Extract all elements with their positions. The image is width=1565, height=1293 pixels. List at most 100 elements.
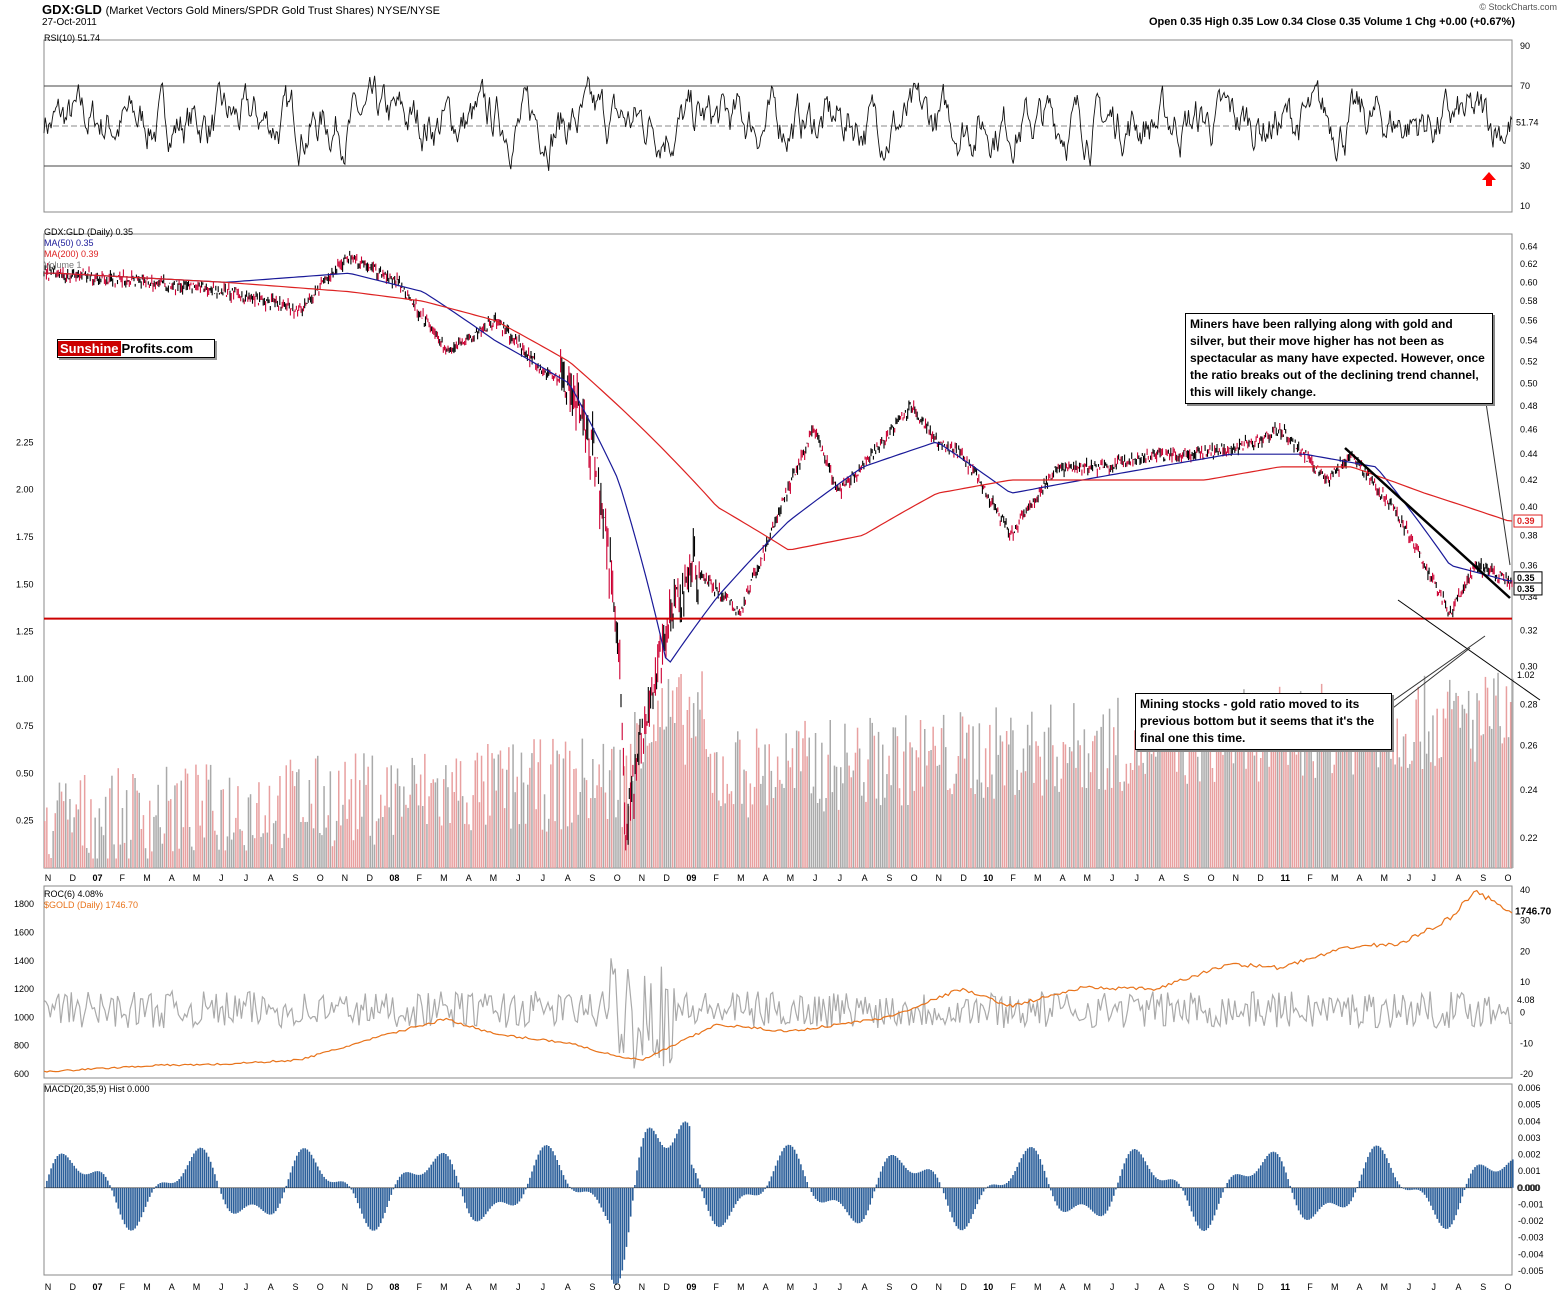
volume-bar	[1400, 766, 1403, 868]
macd-bar	[138, 1187, 141, 1222]
volume-bar	[915, 750, 918, 868]
volume-bar	[1222, 754, 1224, 868]
x-axis-label: D	[663, 873, 670, 883]
volume-bar	[1411, 760, 1413, 868]
macd-bar	[1415, 1187, 1417, 1190]
macd-bar	[917, 1172, 920, 1188]
macd-bar	[350, 1187, 353, 1190]
volume-bar	[779, 779, 781, 868]
volume-bar	[1138, 765, 1140, 868]
volume-bar	[348, 799, 350, 868]
macd-bar	[163, 1182, 166, 1188]
macd-bar	[1163, 1180, 1165, 1188]
volume-bar	[1369, 714, 1371, 868]
volume-bar	[440, 825, 443, 868]
volume-bar	[476, 752, 479, 868]
volume-bar	[558, 754, 560, 868]
volume-bar	[331, 846, 334, 868]
x-axis-label: M	[1084, 873, 1092, 883]
volume-bar	[50, 858, 52, 868]
macd-bar	[625, 1187, 628, 1247]
volume-bar	[659, 727, 661, 868]
volume-bar	[449, 823, 451, 868]
macd-bar	[1470, 1173, 1472, 1188]
volume-bar	[306, 821, 308, 868]
volume-bar	[377, 818, 380, 868]
macd-bar	[1375, 1145, 1378, 1188]
macd-bar	[516, 1187, 519, 1204]
volume-bar	[424, 753, 426, 868]
macd-bar	[1050, 1187, 1052, 1191]
macd-bar	[879, 1171, 882, 1188]
volume-bar	[583, 777, 586, 868]
volume-bar	[926, 765, 928, 868]
gold-tick-label: 600	[14, 1069, 29, 1079]
volume-bar	[793, 788, 796, 868]
volume-bar	[1005, 731, 1008, 868]
x-axis-label: A	[1159, 873, 1165, 883]
macd-bar	[275, 1187, 277, 1212]
volume-bar	[732, 804, 735, 868]
volume-bar	[478, 802, 481, 868]
volume-bar	[1495, 695, 1497, 868]
macd-bar	[1465, 1183, 1468, 1188]
macd-bar	[827, 1187, 829, 1202]
volume-bar	[319, 833, 321, 868]
volume-bar	[1493, 678, 1495, 868]
macd-bar	[1446, 1187, 1449, 1229]
macd-bar	[644, 1132, 647, 1188]
macd-bar	[392, 1187, 395, 1190]
volume-bar	[980, 782, 983, 868]
volume-bar	[1398, 757, 1401, 868]
macd-bar	[1356, 1187, 1359, 1188]
volume-bar	[1421, 769, 1424, 868]
macd-bar	[854, 1187, 857, 1223]
volume-bar	[1178, 700, 1180, 868]
macd-bar	[1192, 1187, 1195, 1217]
macd-bar	[1026, 1148, 1029, 1188]
volume-bar	[1197, 756, 1199, 868]
volume-bar	[1213, 781, 1216, 868]
macd-bar	[1409, 1187, 1411, 1191]
macd-bar	[1449, 1187, 1451, 1228]
macd-bar	[560, 1170, 563, 1188]
volume-bar	[720, 806, 722, 868]
macd-bar	[306, 1149, 309, 1188]
volume-bar	[642, 762, 644, 868]
macd-bar	[900, 1162, 903, 1188]
macd-bar	[806, 1182, 808, 1188]
volume-bar	[445, 765, 447, 868]
x-axis-label: M	[490, 873, 498, 883]
volume-bar	[1092, 741, 1094, 868]
macd-bar	[165, 1182, 168, 1188]
macd-bar	[222, 1187, 225, 1200]
macd-bar	[264, 1187, 267, 1213]
volume-bar	[1360, 712, 1363, 868]
macd-bar	[720, 1187, 722, 1227]
volume-bar	[608, 770, 611, 868]
macd-bar	[707, 1187, 710, 1211]
volume-bar	[919, 720, 922, 868]
macd-bar	[989, 1185, 991, 1188]
macd-bar	[512, 1187, 514, 1206]
volume-bar	[648, 743, 651, 868]
x-axis-label: M	[143, 1282, 151, 1292]
macd-bar	[749, 1187, 752, 1195]
volume-bar	[1041, 795, 1044, 868]
volume-bar	[1182, 738, 1184, 868]
macd-bar	[690, 1164, 693, 1188]
macd-bar	[1404, 1187, 1407, 1190]
macd-bar	[1402, 1187, 1405, 1189]
volume-bar	[432, 779, 434, 868]
macd-bar	[1203, 1187, 1205, 1231]
macd-bar	[1226, 1183, 1228, 1188]
volume-bar	[909, 742, 911, 868]
macd-bar	[949, 1187, 951, 1212]
volume-bar	[1312, 761, 1314, 868]
macd-bar	[831, 1187, 834, 1201]
volume-bar	[1373, 734, 1375, 868]
macd-bar	[1348, 1187, 1350, 1205]
volume-bar	[863, 782, 865, 868]
volume-bar	[243, 845, 245, 868]
volume-bar	[176, 783, 178, 868]
